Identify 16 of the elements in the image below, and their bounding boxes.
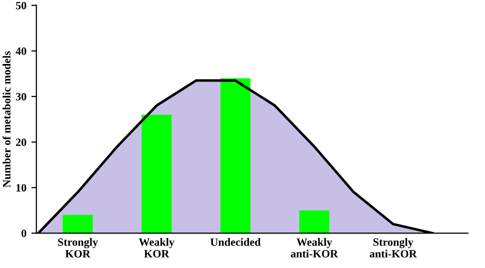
x-tick-label: Weakly KOR — [138, 238, 174, 258]
y-tick-label: 20 — [16, 138, 26, 146]
bar — [299, 210, 330, 234]
x-tick-label: Weakly anti-KOR — [290, 238, 338, 258]
y-tick-label: 30 — [16, 92, 26, 100]
y-axis-title: Number of metabolic models — [2, 51, 11, 188]
x-tick-label: Undecided — [210, 238, 261, 246]
x-tick-label: Strongly KOR — [58, 238, 98, 258]
bar — [142, 114, 172, 234]
y-tick-label: 40 — [16, 47, 26, 55]
x-tick-label: Strongly anti-KOR — [370, 238, 417, 258]
y-tick-label: 0 — [22, 230, 26, 238]
bar — [220, 78, 250, 234]
y-tick-label: 10 — [16, 184, 26, 192]
y-tick-label: 50 — [16, 2, 26, 10]
bar — [62, 214, 93, 234]
